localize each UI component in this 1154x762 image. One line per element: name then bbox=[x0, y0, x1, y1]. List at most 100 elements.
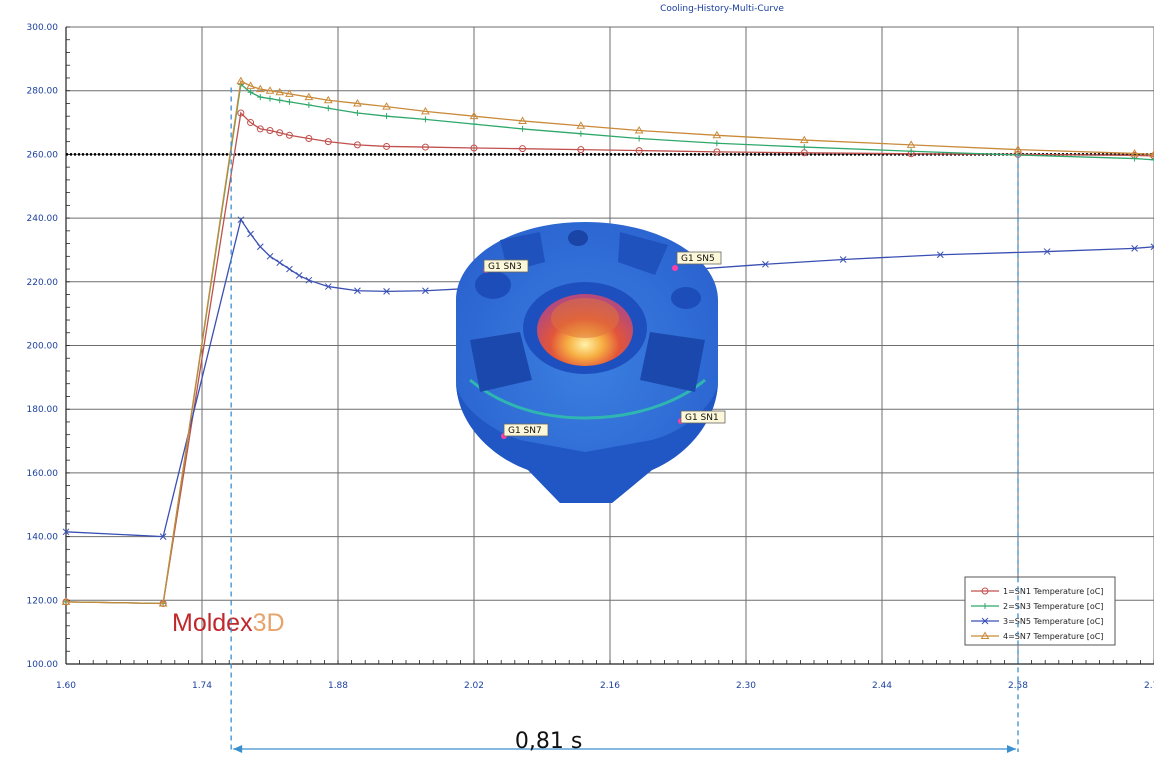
svg-text:Moldex3D: Moldex3D bbox=[172, 609, 285, 637]
y-tick-label: 180.00 bbox=[27, 405, 59, 415]
x-tick-label: 2.16 bbox=[600, 681, 620, 691]
data-point bbox=[1131, 245, 1138, 252]
data-point bbox=[713, 140, 720, 147]
y-tick-label: 100.00 bbox=[27, 660, 59, 670]
data-point bbox=[266, 252, 274, 260]
logo-text-3d: 3D bbox=[253, 609, 285, 637]
data-point bbox=[267, 95, 273, 102]
data-point bbox=[286, 98, 293, 105]
series-group bbox=[61, 76, 1154, 607]
callout-label: G1 SN1 bbox=[685, 413, 719, 423]
data-point bbox=[305, 276, 313, 284]
sensor-callout: G1 SN1 bbox=[678, 410, 726, 424]
data-point bbox=[383, 113, 390, 120]
data-point bbox=[276, 129, 284, 137]
y-tick-label: 240.00 bbox=[27, 214, 59, 224]
data-point bbox=[305, 102, 312, 109]
data-point bbox=[324, 283, 332, 290]
data-point bbox=[246, 81, 255, 89]
data-point bbox=[713, 148, 721, 156]
callout-box bbox=[676, 251, 722, 265]
data-point bbox=[353, 98, 362, 107]
legend-label: 3=SN5 Temperature [oC] bbox=[1003, 617, 1103, 626]
x-tick-label: 2.72 bbox=[1144, 681, 1154, 691]
data-point bbox=[980, 631, 990, 639]
data-point bbox=[275, 87, 285, 96]
data-point bbox=[324, 138, 332, 146]
legend-item: 3=SN5 Temperature [oC] bbox=[971, 617, 1103, 626]
data-point bbox=[237, 109, 245, 117]
legend-item: 4=SN7 Temperature [oC] bbox=[971, 631, 1103, 641]
data-point bbox=[801, 144, 808, 151]
x-axis: 1.601.741.882.022.162.302.442.582.72 bbox=[56, 660, 1154, 691]
legend-label: 2=SN3 Temperature [oC] bbox=[1003, 602, 1103, 611]
data-point bbox=[236, 76, 246, 85]
span-label: 0,81 s bbox=[515, 729, 582, 754]
data-point bbox=[762, 260, 769, 268]
callout-box bbox=[680, 410, 726, 424]
logo-text-moldex: Moldex bbox=[172, 609, 253, 637]
data-point bbox=[577, 130, 584, 137]
legend-label: 4=SN7 Temperature [oC] bbox=[1003, 632, 1103, 641]
legend-box bbox=[964, 576, 1116, 646]
x-tick-label: 2.44 bbox=[872, 681, 892, 691]
data-point bbox=[62, 528, 70, 536]
data-point bbox=[295, 272, 303, 279]
data-point bbox=[383, 142, 391, 150]
legend: 1=SN1 Temperature [oC] 2=SN3 Temperature … bbox=[964, 576, 1116, 646]
data-point bbox=[383, 288, 390, 295]
series-3 bbox=[62, 216, 1154, 540]
sensor-callout: G1 SN7 bbox=[501, 423, 549, 439]
data-point bbox=[285, 89, 294, 97]
data-point bbox=[382, 102, 391, 110]
data-point bbox=[519, 125, 526, 132]
y-tick-label: 300.00 bbox=[27, 23, 59, 33]
data-point bbox=[325, 105, 332, 112]
data-point bbox=[981, 617, 989, 625]
series-line bbox=[65, 80, 1154, 605]
data-point bbox=[305, 134, 313, 142]
data-point bbox=[323, 95, 333, 104]
data-point bbox=[247, 230, 254, 238]
data-point bbox=[285, 131, 293, 139]
x-tick-label: 2.02 bbox=[464, 681, 484, 691]
chart-title: Cooling-History-Multi-Curve bbox=[660, 4, 784, 14]
data-point bbox=[421, 143, 429, 151]
data-point bbox=[906, 140, 916, 148]
x-tick-label: 2.30 bbox=[736, 681, 756, 691]
data-point bbox=[577, 146, 585, 154]
data-point bbox=[159, 533, 167, 540]
x-tick-label: 1.60 bbox=[56, 681, 76, 691]
data-point bbox=[1150, 243, 1154, 251]
data-point bbox=[635, 147, 643, 155]
data-point bbox=[256, 243, 264, 251]
data-point bbox=[158, 598, 168, 607]
y-tick-label: 120.00 bbox=[27, 596, 59, 606]
data-point bbox=[636, 135, 643, 142]
data-point bbox=[255, 84, 265, 93]
data-point bbox=[257, 94, 264, 101]
data-point bbox=[1130, 148, 1139, 157]
data-point bbox=[982, 603, 988, 609]
data-point bbox=[276, 259, 284, 267]
series-2 bbox=[63, 81, 1154, 607]
data-point bbox=[712, 130, 722, 139]
callout-label: G1 SN5 bbox=[681, 254, 715, 264]
moldex3d-logo: Moldex3D bbox=[172, 609, 285, 637]
span-arrow-left bbox=[233, 745, 243, 753]
x-tick-label: 1.88 bbox=[328, 681, 348, 691]
data-point bbox=[1131, 155, 1138, 162]
data-point bbox=[936, 251, 944, 259]
legend-item: 1=SN1 Temperature [oC] bbox=[971, 587, 1103, 596]
data-point bbox=[422, 287, 429, 295]
callout-label: G1 SN7 bbox=[508, 426, 542, 436]
y-tick-label: 200.00 bbox=[27, 342, 59, 352]
data-point bbox=[354, 287, 361, 295]
data-point bbox=[470, 144, 478, 152]
data-point bbox=[237, 216, 245, 224]
sensor-callouts: G1 SN3 G1 SN5 G1 SN7 G1 SN1 bbox=[483, 251, 726, 439]
x-tick-label: 1.74 bbox=[192, 681, 212, 691]
callout-box bbox=[503, 423, 549, 437]
callout-box bbox=[483, 259, 529, 273]
